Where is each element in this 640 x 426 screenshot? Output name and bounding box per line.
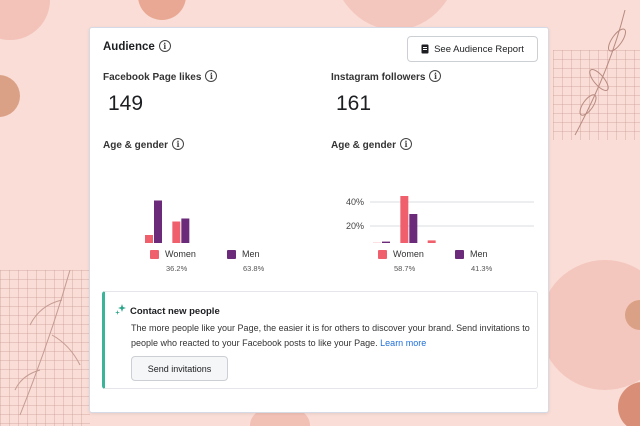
facebook-legend-women[interactable]: Women [150,249,196,260]
info-icon[interactable]: i [400,138,413,151]
background-blob [0,0,50,40]
audience-card: Audience i See Audience Report Facebook P… [89,27,549,413]
background-blob [540,260,640,390]
instagram-legend-men[interactable]: Men [455,249,488,260]
facebook-likes-label-text: Facebook Page likes [103,72,202,83]
facebook-women-pct: 36.2% [166,264,188,273]
send-invitations-button[interactable]: Send invitations [131,356,228,381]
instagram-followers-count: 161 [336,92,372,115]
y-tick-label: 20% [346,221,364,231]
sparkle-icon [115,304,126,316]
facebook-likes-label: Facebook Page likes i [103,70,218,83]
legend-men-label: Men [242,249,260,259]
facebook-age-gender-chart: 0%18...25...35...45...55...65+ [145,200,190,244]
y-tick-label: 40% [346,197,364,207]
audience-title: Audience i [103,39,171,53]
background-blob [330,0,460,30]
instagram-men-pct: 41.3% [471,264,493,273]
info-icon[interactable]: i [158,39,171,52]
background-blob [0,75,20,117]
bar-women[interactable] [427,240,436,243]
contact-description: The more people like your Page, the easi… [131,321,531,351]
bar-men[interactable] [409,214,418,243]
contact-new-people-panel: Contact new people The more people like … [102,291,538,389]
background-blob [625,300,640,330]
bar-men[interactable] [181,218,190,244]
facebook-legend-men[interactable]: Men [227,249,260,260]
legend-women-label: Women [393,249,424,259]
contact-body-text: The more people like your Page, the easi… [131,323,530,348]
legend-men-label: Men [470,249,488,259]
facebook-age-gender-label: Age & gender i [103,138,185,151]
men-swatch [455,250,464,260]
leaf-decoration [14,270,81,416]
grid-texture [553,50,640,140]
bar-men[interactable] [382,241,390,243]
instagram-age-gender-label: Age & gender i [331,138,413,151]
bar-women[interactable] [172,221,181,244]
info-icon[interactable]: i [429,70,442,83]
instagram-women-pct: 58.7% [394,264,416,273]
instagram-followers-label-text: Instagram followers [331,72,426,83]
report-icon [421,44,429,54]
legend-women-label: Women [165,249,196,259]
contact-title-row: Contact new people [115,301,220,319]
learn-more-link[interactable]: Learn more [380,338,427,348]
facebook-men-pct: 63.8% [243,264,265,273]
bar-women[interactable] [145,235,153,243]
background-blob [138,0,186,20]
instagram-legend-women[interactable]: Women [378,249,424,260]
info-icon[interactable]: i [172,138,185,151]
audience-title-text: Audience [103,41,155,53]
contact-title: Contact new people [130,306,220,317]
info-icon[interactable]: i [205,70,218,83]
women-swatch [150,250,159,260]
bar-women[interactable] [400,196,409,243]
men-swatch [227,250,236,260]
facebook-likes-count: 149 [108,92,144,115]
women-swatch [378,250,387,260]
instagram-followers-label: Instagram followers i [331,70,442,83]
instagram-age-gender-chart: 0%20%40%18...25...35...45...55...65+ [346,196,534,243]
background-blob [618,382,640,426]
see-audience-report-button[interactable]: See Audience Report [407,36,538,62]
facebook-age-gender-text: Age & gender [103,140,169,151]
leaf-decoration [574,10,627,136]
report-button-label: See Audience Report [434,43,524,55]
instagram-age-gender-text: Age & gender [331,140,397,151]
bar-men[interactable] [154,200,162,244]
